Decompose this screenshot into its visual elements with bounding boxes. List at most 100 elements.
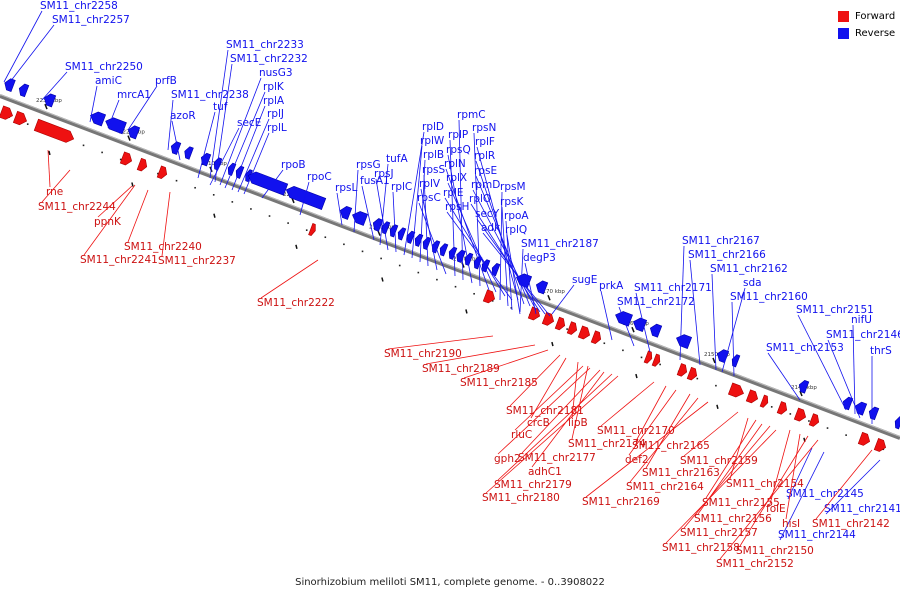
reverse-gene-arrow[interactable] <box>169 140 182 155</box>
reverse-gene-arrow[interactable] <box>797 379 810 394</box>
gene-label-adhc1[interactable]: adhC1 <box>528 466 562 478</box>
gene-label-secy[interactable]: secY <box>475 208 500 220</box>
gene-label-sm11-chr2258[interactable]: SM11_chr2258 <box>40 0 118 12</box>
gene-label-sm11-chr2171[interactable]: SM11_chr2171 <box>634 282 712 294</box>
gene-label-sm11-chr2238[interactable]: SM11_chr2238 <box>171 89 249 101</box>
gene-label-gph2[interactable]: gph2 <box>494 453 521 465</box>
gene-label-sm11-chr2151[interactable]: SM11_chr2151 <box>796 304 874 316</box>
forward-gene-arrow[interactable] <box>676 363 689 377</box>
gene-label-rpsq[interactable]: rpsQ <box>446 144 471 156</box>
gene-label-prka[interactable]: prkA <box>599 280 624 292</box>
reverse-gene-arrow[interactable] <box>490 262 501 277</box>
gene-label-sm11-chr2156[interactable]: SM11_chr2156 <box>694 513 772 525</box>
forward-gene-arrow[interactable] <box>808 413 821 428</box>
forward-gene-arrow[interactable] <box>541 311 556 327</box>
gene-label-adk[interactable]: adk <box>481 222 501 234</box>
gene-label-sm11-chr2189[interactable]: SM11_chr2189 <box>422 363 500 375</box>
gene-label-rplr[interactable]: rplR <box>474 150 495 162</box>
gene-label-sm11-chr2165[interactable]: SM11_chr2165 <box>632 440 710 452</box>
gene-label-sm11-chr2257[interactable]: SM11_chr2257 <box>52 14 130 26</box>
gene-label-sm11-chr2250[interactable]: SM11_chr2250 <box>65 61 143 73</box>
forward-gene-arrow[interactable] <box>759 394 770 408</box>
reverse-gene-arrow[interactable] <box>730 354 741 368</box>
gene-label-sda[interactable]: sda <box>743 277 762 289</box>
gene-label-rplq[interactable]: rplQ <box>505 224 527 236</box>
reverse-gene-arrow[interactable] <box>472 256 483 270</box>
gene-label-rplb[interactable]: rplB <box>423 149 444 161</box>
gene-label-sm11-chr2144[interactable]: SM11_chr2144 <box>778 529 856 541</box>
reverse-gene-arrow[interactable] <box>631 316 648 332</box>
forward-gene-arrow[interactable] <box>873 437 888 453</box>
gene-label-suge[interactable]: sugE <box>572 274 597 286</box>
gene-label-sm11-chr2185[interactable]: SM11_chr2185 <box>460 377 538 389</box>
gene-label-rple[interactable]: rplE <box>443 187 464 199</box>
forward-gene-arrow[interactable] <box>776 401 789 415</box>
gene-label-sm11-chr2160[interactable]: SM11_chr2160 <box>730 291 808 303</box>
reverse-gene-arrow[interactable] <box>3 77 16 93</box>
forward-gene-arrow[interactable] <box>745 389 760 405</box>
gene-label-nusg3[interactable]: nusG3 <box>259 67 293 79</box>
gene-label-rpsc[interactable]: rpsC <box>417 192 441 204</box>
gene-label-sm11-chr2145[interactable]: SM11_chr2145 <box>786 488 864 500</box>
gene-label-rpll[interactable]: rplL <box>267 122 287 134</box>
gene-label-sm11-chr2233[interactable]: SM11_chr2233 <box>226 39 304 51</box>
gene-label-sm11-chr2237[interactable]: SM11_chr2237 <box>158 255 236 267</box>
gene-label-tufa[interactable]: tufA <box>386 153 408 165</box>
gene-label-sm11-chr2167[interactable]: SM11_chr2167 <box>682 235 760 247</box>
forward-gene-arrow[interactable] <box>643 350 654 364</box>
gene-label-sm11-chr2190[interactable]: SM11_chr2190 <box>384 348 462 360</box>
reverse-gene-arrow[interactable] <box>438 243 449 257</box>
gene-label-sm11-chr2174[interactable]: SM11_chr2174 <box>568 438 646 450</box>
gene-label-sm11-chr2187[interactable]: SM11_chr2187 <box>521 238 599 250</box>
gene-label-rpld[interactable]: rplD <box>422 121 444 133</box>
forward-gene-arrow[interactable] <box>857 431 872 447</box>
gene-label-rpsn[interactable]: rpsN <box>472 122 496 134</box>
gene-label-sm11-chr2169[interactable]: SM11_chr2169 <box>582 496 660 508</box>
gene-label-sece[interactable]: secE <box>237 117 261 129</box>
gene-label-rpse[interactable]: rpsE <box>474 165 497 177</box>
gene-label-rpsk[interactable]: rpsK <box>500 196 524 208</box>
forward-gene-arrow[interactable] <box>308 223 318 236</box>
forward-gene-arrow[interactable] <box>651 353 662 367</box>
gene-label-sm11-chr2179[interactable]: SM11_chr2179 <box>494 479 572 491</box>
gene-label-hisi[interactable]: hisI <box>782 518 800 530</box>
reverse-gene-arrow[interactable] <box>893 416 900 430</box>
forward-gene-arrow[interactable] <box>12 110 28 126</box>
gene-label-sm11-chr2163[interactable]: SM11_chr2163 <box>642 467 720 479</box>
gene-label-sm11-chr2241[interactable]: SM11_chr2241 <box>80 254 158 266</box>
gene-label-sm11-chr2177[interactable]: SM11_chr2177 <box>518 452 596 464</box>
reverse-gene-arrow[interactable] <box>841 396 854 411</box>
forward-gene-arrow[interactable] <box>33 118 76 144</box>
reverse-gene-arrow[interactable] <box>421 236 432 250</box>
forward-gene-arrow[interactable] <box>119 151 134 167</box>
gene-label-crcb[interactable]: crcB <box>527 417 550 429</box>
gene-label-amic[interactable]: amiC <box>95 75 122 87</box>
gene-label-rpob[interactable]: rpoB <box>281 159 306 171</box>
gene-label-rpmd[interactable]: rpmD <box>471 179 500 191</box>
reverse-gene-arrow[interactable] <box>338 205 353 220</box>
gene-label-sm11-chr2166[interactable]: SM11_chr2166 <box>688 249 766 261</box>
reverse-gene-arrow[interactable] <box>534 279 549 295</box>
reverse-gene-arrow[interactable] <box>396 227 407 241</box>
gene-label-nifu[interactable]: nifU <box>851 314 872 326</box>
reverse-gene-arrow[interactable] <box>88 110 107 127</box>
gene-label-rpoa[interactable]: rpoA <box>504 210 529 222</box>
gene-label-lipb[interactable]: lipB <box>568 417 588 429</box>
forward-gene-arrow[interactable] <box>136 157 149 172</box>
forward-gene-arrow[interactable] <box>554 316 567 331</box>
forward-gene-arrow[interactable] <box>527 306 542 322</box>
gene-label-rpla[interactable]: rplA <box>263 95 285 107</box>
forward-gene-arrow[interactable] <box>577 325 592 341</box>
gene-label-sm11-chr2157[interactable]: SM11_chr2157 <box>680 527 758 539</box>
gene-label-sm11-chr2142[interactable]: SM11_chr2142 <box>812 518 890 530</box>
gene-label-rpln[interactable]: rplN <box>444 158 466 170</box>
gene-label-sm11-chr2162[interactable]: SM11_chr2162 <box>710 263 788 275</box>
forward-gene-arrow[interactable] <box>482 289 497 305</box>
gene-label-rpmc[interactable]: rpmC <box>457 109 486 121</box>
reverse-gene-arrow[interactable] <box>126 124 141 140</box>
forward-gene-arrow[interactable] <box>727 382 745 399</box>
reverse-gene-arrow[interactable] <box>648 323 663 338</box>
gene-label-rpsj[interactable]: rpsJ <box>374 168 394 180</box>
gene-label-sm11-chr2150[interactable]: SM11_chr2150 <box>736 545 814 557</box>
gene-label-sm11-chr2172[interactable]: SM11_chr2172 <box>617 296 695 308</box>
